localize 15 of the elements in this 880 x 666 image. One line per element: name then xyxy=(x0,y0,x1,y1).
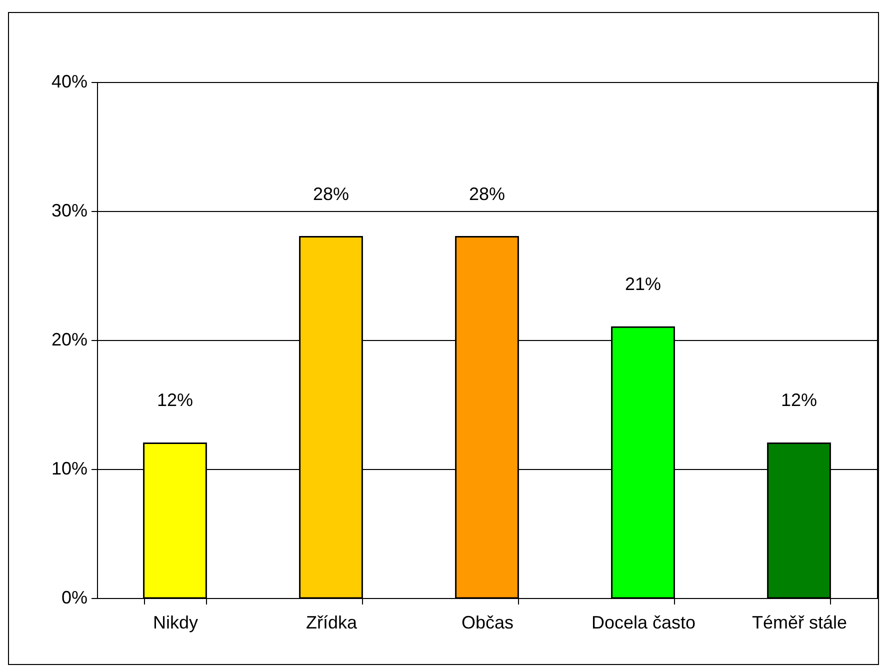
x-tick-label: Občas xyxy=(461,612,514,632)
y-tick-label: 20% xyxy=(51,330,88,350)
x-tick-label: Téměř stále xyxy=(752,612,848,632)
y-tick-label: 10% xyxy=(51,458,88,478)
data-label: 28% xyxy=(468,184,506,204)
x-tick-label: Docela často xyxy=(591,612,696,632)
x-tick-label: Zřídka xyxy=(306,612,358,632)
y-tick-label: 30% xyxy=(51,200,88,220)
data-label: 28% xyxy=(312,184,350,204)
data-label: 12% xyxy=(156,390,194,410)
data-label: 12% xyxy=(780,390,818,410)
y-tick-label: 0% xyxy=(61,588,88,608)
x-tick-label: Nikdy xyxy=(152,612,198,632)
y-tick-label: 40% xyxy=(51,72,88,92)
data-label: 21% xyxy=(624,274,662,294)
